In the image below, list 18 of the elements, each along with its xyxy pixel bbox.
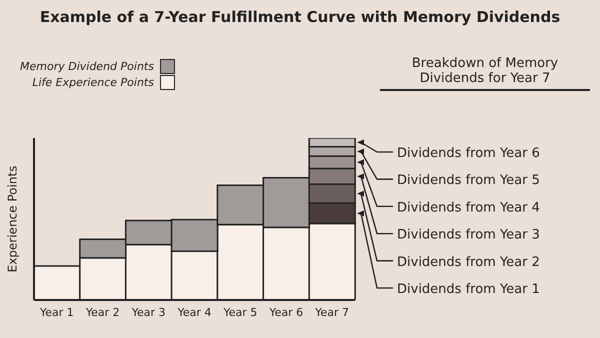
- text: Dividends from Year 4: [397, 200, 540, 216]
- legend-label: Life Experience Points: [32, 76, 154, 88]
- x-tick-label: Year 7: [314, 306, 349, 319]
- x-tick-label: Year 1: [39, 306, 74, 319]
- text: Dividends from Year 1: [397, 282, 540, 297]
- y-axis-title: Experience Points: [5, 166, 20, 272]
- text: Dividends from Year 2: [397, 254, 540, 270]
- x-tick-label: Year 6: [268, 306, 304, 319]
- text: Dividends from Year 5: [397, 173, 540, 188]
- x-tick-label: Year 4: [176, 306, 212, 319]
- text: Breakdown of Memory Dividends for Year 7: [380, 56, 590, 91]
- text: Dividends from Year 3: [397, 228, 540, 243]
- x-tick-label: Year 3: [130, 306, 166, 319]
- legend-label: Memory Dividend Points: [20, 60, 154, 72]
- x-tick-label: Year 5: [222, 306, 258, 319]
- chart-title: Example of a 7-Year Fulfillment Curve with Memory Dividends: [38, 8, 562, 26]
- text: Dividends from Year 6: [397, 146, 540, 161]
- x-tick-label: Year 2: [84, 306, 120, 319]
